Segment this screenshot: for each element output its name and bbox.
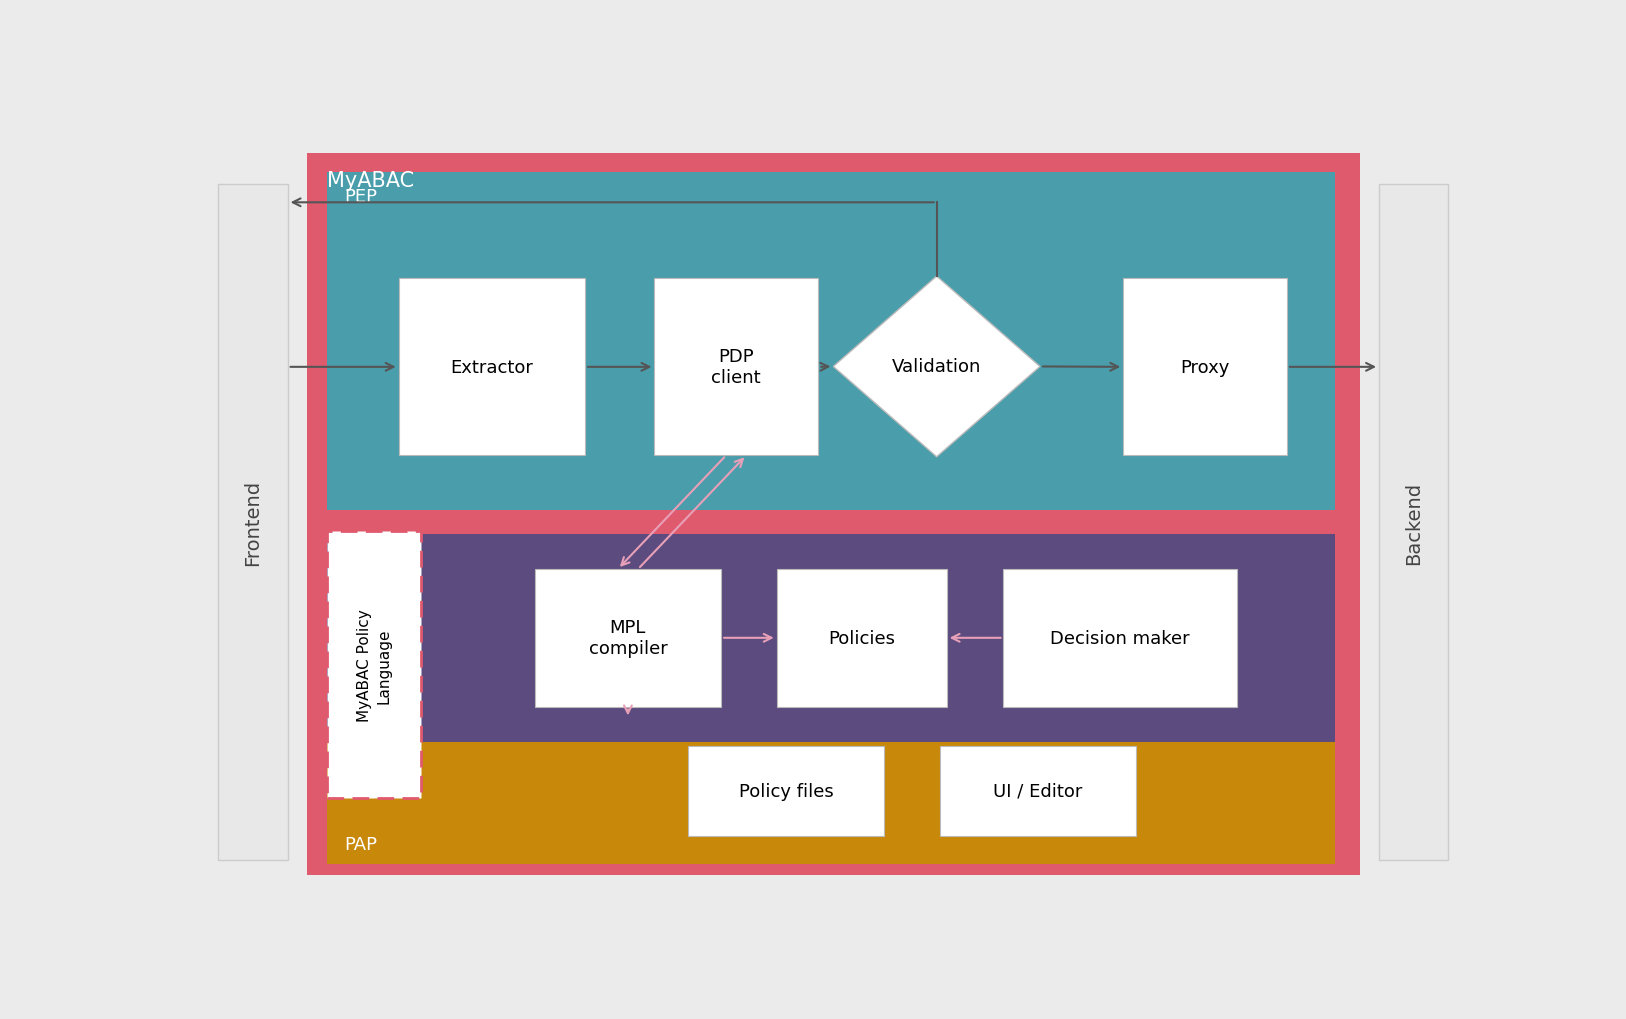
FancyBboxPatch shape	[777, 570, 946, 707]
Text: Decision maker: Decision maker	[1050, 629, 1190, 647]
Text: MPL
compiler: MPL compiler	[589, 619, 667, 657]
Text: PDP
client: PDP client	[712, 348, 761, 387]
FancyBboxPatch shape	[940, 746, 1135, 837]
FancyBboxPatch shape	[327, 534, 1335, 742]
FancyBboxPatch shape	[327, 532, 421, 799]
Text: UI / Editor: UI / Editor	[993, 783, 1083, 800]
FancyBboxPatch shape	[398, 279, 585, 455]
Text: Backend: Backend	[1405, 481, 1423, 564]
FancyBboxPatch shape	[654, 279, 818, 455]
Text: Extractor: Extractor	[450, 359, 533, 376]
Text: Policy files: Policy files	[738, 783, 834, 800]
Text: MyABAC Policy
Language: MyABAC Policy Language	[356, 609, 392, 721]
Text: Policies: Policies	[828, 629, 896, 647]
Text: Frontend: Frontend	[244, 479, 262, 566]
Polygon shape	[833, 277, 1041, 458]
FancyBboxPatch shape	[688, 746, 885, 837]
FancyBboxPatch shape	[307, 154, 1359, 875]
FancyBboxPatch shape	[327, 173, 1335, 511]
Text: Validation: Validation	[893, 358, 982, 376]
FancyBboxPatch shape	[327, 707, 1335, 864]
FancyBboxPatch shape	[218, 185, 288, 860]
Text: PEP: PEP	[345, 187, 377, 206]
Text: MyABAC: MyABAC	[327, 171, 415, 192]
Text: Proxy: Proxy	[1180, 359, 1229, 376]
Text: PDP: PDP	[345, 542, 380, 560]
Text: PAP: PAP	[345, 836, 377, 854]
FancyBboxPatch shape	[1003, 570, 1237, 707]
FancyBboxPatch shape	[535, 570, 722, 707]
FancyBboxPatch shape	[1124, 279, 1288, 455]
FancyBboxPatch shape	[1379, 185, 1449, 860]
